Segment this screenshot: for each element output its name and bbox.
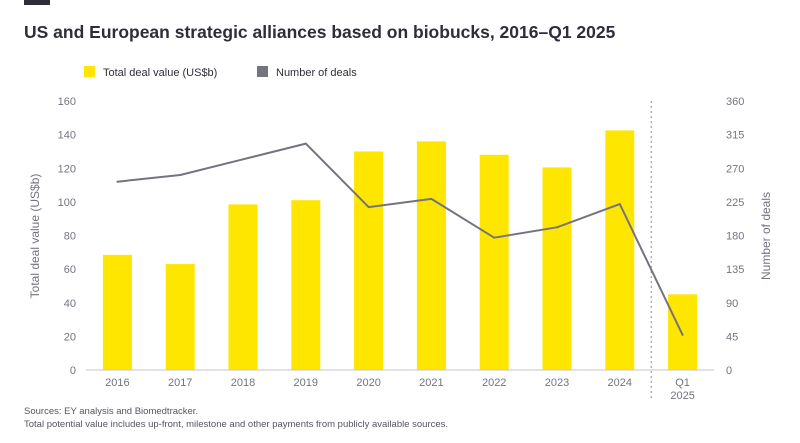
y-tick-label: 20 <box>64 331 76 343</box>
bar <box>668 294 698 370</box>
x-tick-label: 2016 <box>105 377 129 389</box>
y-tick-label: 120 <box>58 163 76 175</box>
bar <box>102 254 132 370</box>
y-tick-label: 140 <box>58 130 76 142</box>
y2-tick-label: 0 <box>726 365 732 377</box>
chart-footer: Sources: EY analysis and Biomedtracker. … <box>24 406 448 431</box>
y-tick-label: 40 <box>64 298 76 310</box>
y-tick-label: 80 <box>64 231 76 243</box>
deals-line <box>117 142 684 336</box>
y2-tick-label: 225 <box>726 197 744 209</box>
sources-note: Sources: EY analysis and Biomedtracker. <box>24 406 199 417</box>
y2-axis-ticks: 0 45 90 135 180 225 270 315 360 <box>726 96 744 377</box>
deals-point <box>367 206 370 209</box>
chart-title: US and European strategic alliances base… <box>24 22 616 42</box>
deals-point <box>681 333 684 336</box>
bar <box>354 151 384 370</box>
y-tick-label: 0 <box>70 365 76 377</box>
legend-swatch-line <box>257 66 268 77</box>
x-tick-label: 2018 <box>231 377 255 389</box>
value-note: Total potential value includes up-front,… <box>24 418 449 430</box>
bar <box>542 167 572 370</box>
deals-point <box>493 236 496 239</box>
y2-tick-label: 180 <box>726 231 744 243</box>
y-tick-label: 60 <box>64 264 76 276</box>
line-series <box>116 142 684 336</box>
x-tick-label: 2023 <box>545 377 569 389</box>
legend-label-line: Number of deals <box>276 67 357 79</box>
y2-tick-label: 45 <box>726 331 738 343</box>
y2-tick-label: 270 <box>726 163 744 175</box>
y2-tick-label: 135 <box>726 264 744 276</box>
deals-point <box>116 180 119 183</box>
x-tick-label: 2017 <box>168 377 192 389</box>
y-tick-label: 100 <box>58 197 76 209</box>
legend-label-bars: Total deal value (US$b) <box>103 67 217 79</box>
bar <box>228 204 258 370</box>
deals-point <box>179 173 182 176</box>
brand-accent-bar <box>24 0 50 5</box>
bar <box>479 154 509 370</box>
y2-axis-label: Number of deals <box>759 192 773 280</box>
bar-series <box>102 130 698 370</box>
bar <box>416 141 446 370</box>
legend: Total deal value (US$b) Number of deals <box>84 66 357 79</box>
deals-point <box>430 197 433 200</box>
x-tick-label: 2024 <box>608 377 632 389</box>
legend-swatch-bars <box>84 66 95 77</box>
deals-point <box>618 203 621 206</box>
x-tick-label: 2019 <box>294 377 318 389</box>
y2-tick-label: 360 <box>726 96 744 108</box>
bar <box>291 200 321 370</box>
deals-point <box>556 226 558 229</box>
deals-point <box>242 158 244 161</box>
x-tick-label: 2022 <box>482 377 506 389</box>
x-tick-label-line2: 2025 <box>670 390 694 402</box>
x-tick-label: Q1 <box>675 377 690 389</box>
y2-tick-label: 90 <box>726 298 738 310</box>
x-axis-ticks: 2016 2017 2018 2019 2020 2021 2022 2023 2024 Q120… <box>105 377 695 402</box>
y2-tick-label: 315 <box>726 130 744 142</box>
deals-point <box>304 142 307 145</box>
x-tick-label: 2020 <box>356 377 380 389</box>
y-tick-label: 160 <box>58 96 76 108</box>
y-axis-ticks: 0 20 40 60 80 100 120 140 160 <box>58 96 76 377</box>
x-tick-label: 2021 <box>419 377 443 389</box>
y-axis-label: Total deal value (US$b) <box>28 174 42 299</box>
bar <box>165 264 195 370</box>
bar <box>605 130 635 370</box>
